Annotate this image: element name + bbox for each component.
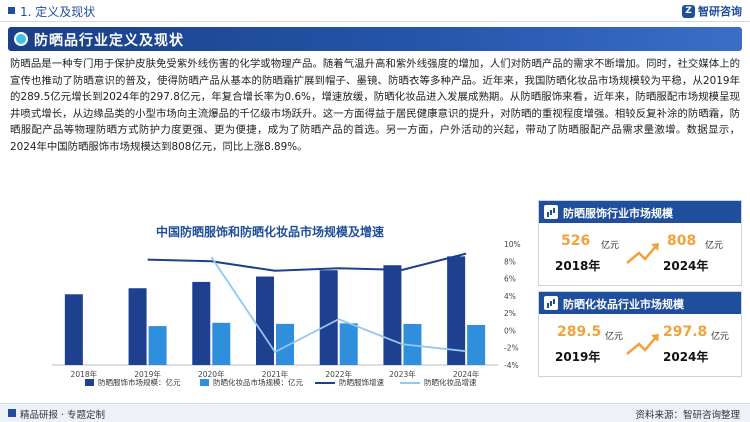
footer-tagline: 精品研报 · 专题定制 [20, 410, 106, 421]
y-right-tick-label: -2% [504, 344, 519, 353]
card-to-value: 297.8 [663, 324, 708, 340]
line-apparel-growth [147, 252, 467, 272]
top-divider [0, 21, 750, 22]
legend-swatch [400, 381, 420, 384]
legend-label: 防晒服饰市场规模：亿元 [98, 378, 181, 387]
brand-name: 智研咨询 [698, 5, 742, 18]
card-from-value: 526 [561, 233, 591, 249]
y-right-tick-label: 10% [504, 240, 521, 249]
section-title: 防晒品行业定义及现状 [34, 33, 184, 49]
top-bar: 1. 定义及现状 Z 智研咨询 [0, 0, 750, 22]
bar-apparel [447, 256, 466, 365]
card-to-value: 808 [667, 233, 697, 249]
intro-paragraph: 防晒品是一种专门用于保护皮肤免受紫外线伤害的化学或物理产品。随着气温升高和紫外线… [10, 58, 740, 153]
y-right-tick-label: 8% [504, 257, 516, 266]
title-bullet-icon [14, 32, 28, 46]
growth-arrow-icon [626, 243, 659, 264]
card-to-unit: 亿元 [711, 332, 730, 342]
footer-bar: 精品研报 · 专题定制 资料来源：智研咨询整理 [0, 403, 750, 422]
card-from-unit: 亿元 [601, 241, 620, 251]
bar-apparel [383, 265, 402, 365]
y-right-tick-label: 4% [504, 292, 516, 301]
legend-swatch [85, 379, 94, 386]
legend-label: 防晒服饰增速 [339, 378, 384, 387]
bar-apparel [319, 270, 338, 365]
footer-square-icon [8, 409, 16, 417]
x-tick-label: 2018年 [71, 369, 98, 379]
growth-arrow-icon [626, 334, 659, 355]
legend-swatch [315, 381, 335, 384]
section-title-bar: 防晒品行业定义及现状 [8, 27, 742, 51]
footer-source: 资料来源：智研咨询整理 [635, 410, 740, 421]
line-cosmetic-growth [210, 256, 467, 354]
x-tick-label: 2021年 [262, 369, 289, 379]
bar-cosmetic [148, 326, 167, 365]
card-title: 防晒服饰行业市场规模 [563, 207, 673, 220]
market-chart: 10% 8% 6% 4% 2% 0% -2% -4% 2018年 2019年 2020年 2021年 2… [52, 240, 521, 379]
card-cosmetic-market: 防晒化妆品行业市场规模 289.5 亿元 2019年 297.8 亿元 2024… [538, 291, 742, 377]
legend-item-apparel-size: 防晒服饰市场规模：亿元 [85, 377, 181, 388]
bar-cosmetic [212, 322, 231, 365]
market-chart-panel: 中国防晒服饰和防晒化妆品市场规模及增速 10% 8% 6% 4% 2% 0% -2% -4% 2… [10, 220, 530, 398]
card-header: 防晒化妆品行业市场规模 [539, 292, 741, 314]
bar-cosmetic [339, 323, 358, 365]
bar-chart-icon [544, 296, 558, 310]
bar-apparel [192, 281, 211, 365]
bar-apparel [64, 294, 83, 365]
x-tick-label: 2024年 [453, 369, 480, 379]
brand-logo: Z 智研咨询 [682, 3, 742, 19]
bar-apparel [256, 276, 274, 365]
chart-title: 中国防晒服饰和防晒化妆品市场规模及增速 [155, 225, 384, 239]
card-header: 防晒服饰行业市场规模 [539, 201, 741, 223]
bar-cosmetic [467, 324, 486, 365]
y-right-tick-label: 2% [504, 309, 516, 318]
y-right-tick-label: 0% [504, 326, 516, 335]
card-from-value: 289.5 [557, 324, 602, 340]
breadcrumb-square-icon [8, 7, 15, 14]
bar-cosmetic [276, 323, 294, 365]
legend-label: 防晒化妆品增速 [424, 378, 477, 387]
card-to-year: 2024年 [663, 259, 709, 273]
bar-chart-icon [544, 205, 558, 219]
bar-apparel [128, 288, 147, 365]
x-tick-label: 2023年 [389, 369, 416, 379]
x-tick-label: 2019年 [134, 369, 161, 379]
card-from-year: 2019年 [555, 350, 601, 364]
legend-item-cosmetic-size: 防晒化妆品市场规模：亿元 [200, 377, 303, 388]
card-to-year: 2024年 [663, 350, 709, 364]
breadcrumb: 1. 定义及现状 [20, 5, 96, 19]
x-tick-label: 2022年 [325, 369, 352, 379]
card-to-unit: 亿元 [705, 241, 724, 251]
legend-label: 防晒化妆品市场规模：亿元 [213, 378, 303, 387]
legend-item-cosmetic-growth: 防晒化妆品增速 [400, 377, 477, 388]
y-right-tick-label: -4% [504, 361, 519, 370]
brand-mark-icon: Z [682, 4, 695, 18]
card-apparel-market: 防晒服饰行业市场规模 526 亿元 2018年 808 亿元 2024年 [538, 200, 742, 286]
card-from-year: 2018年 [555, 259, 601, 273]
y-right-tick-label: 6% [504, 275, 516, 284]
card-title: 防晒化妆品行业市场规模 [563, 298, 684, 311]
legend-item-apparel-growth: 防晒服饰增速 [315, 377, 384, 388]
legend-swatch [200, 379, 209, 386]
x-tick-label: 2020年 [198, 369, 225, 379]
card-from-unit: 亿元 [605, 332, 624, 342]
